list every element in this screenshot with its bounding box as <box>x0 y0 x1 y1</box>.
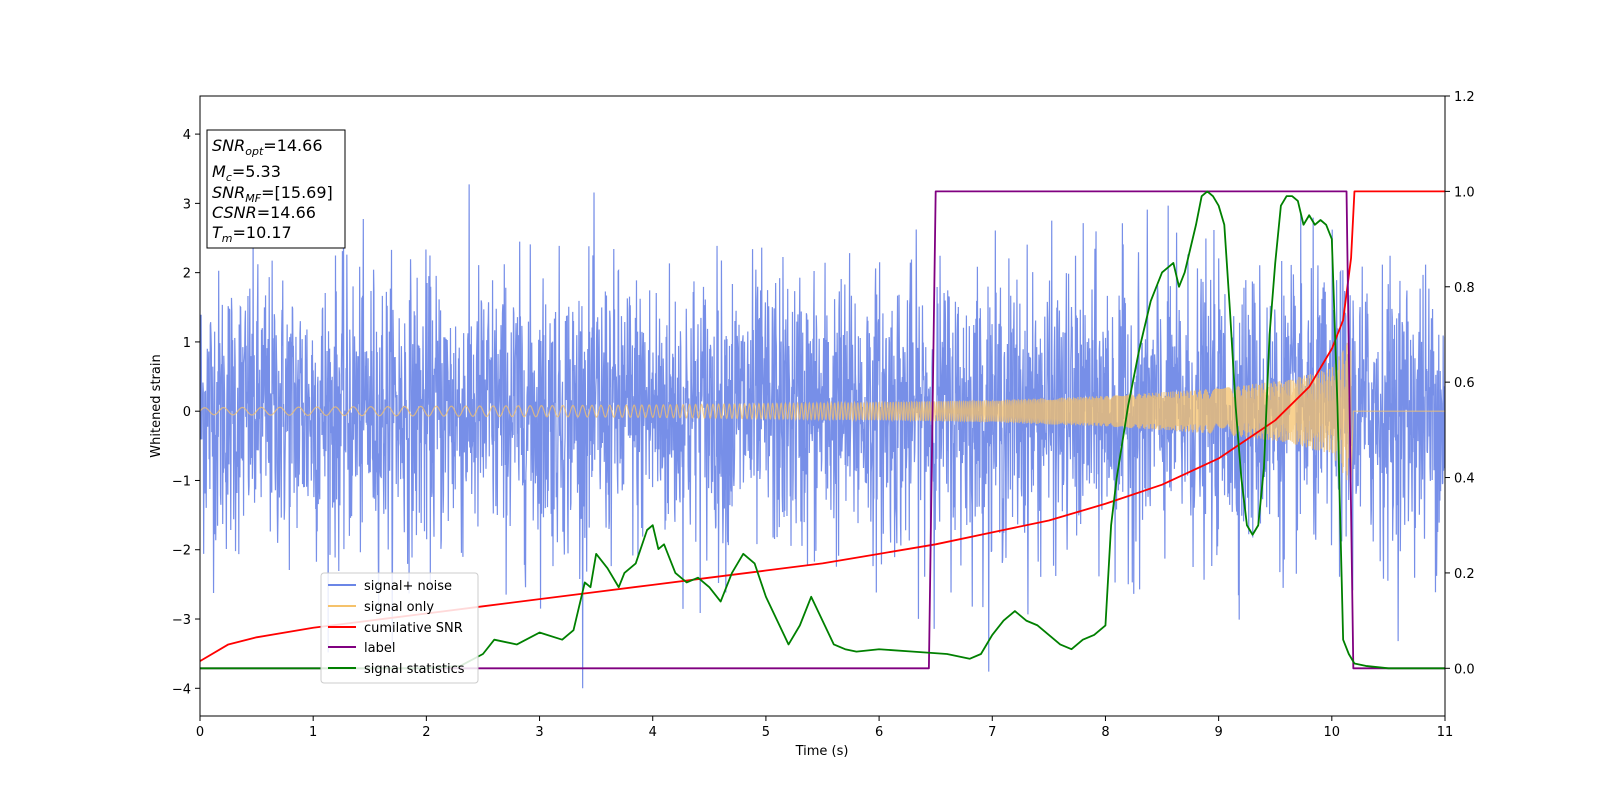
info-tm: Tm=10.17 <box>212 223 292 245</box>
legend-label-label: label <box>364 641 395 656</box>
y-left-tick-label: 4 <box>183 128 191 143</box>
x-tick-label: 3 <box>535 725 543 740</box>
x-tick-label: 8 <box>1101 725 1109 740</box>
y-right-tick-label: 1.2 <box>1454 90 1475 105</box>
y-right-tick-label: 0.0 <box>1454 662 1475 677</box>
plot-frame <box>199 95 1446 717</box>
legend-label-signal-noise: signal+ noise <box>364 579 452 594</box>
y-axis-title: Whitened strain <box>149 354 164 457</box>
y-left-tick-label: −1 <box>172 474 191 489</box>
series-label-line <box>200 190 1445 670</box>
info-box: SNRopt=14.66 Mc=5.33 SNRMF=[15.69] CSNR=… <box>206 129 346 249</box>
info-box-frame <box>206 129 346 249</box>
y-right-tick-label: 0.6 <box>1454 376 1475 391</box>
x-tick-label: 1 <box>309 725 317 740</box>
legend: signal+ noise signal only cumilative SNR… <box>320 572 479 684</box>
legend-frame <box>320 572 479 684</box>
y-axis-right: 0.0 0.2 0.4 0.6 0.8 1.0 1.2 <box>1445 90 1475 677</box>
x-tick-label: 11 <box>1437 725 1454 740</box>
y-right-tick-label: 1.0 <box>1454 185 1475 200</box>
series-signal-only-line <box>200 342 1445 481</box>
x-tick-label: 4 <box>649 725 657 740</box>
y-left-tick-label: −2 <box>172 544 191 559</box>
x-tick-label: 6 <box>875 725 883 740</box>
x-axis: 0 1 2 3 4 5 6 7 8 9 10 11 <box>196 716 1453 740</box>
legend-label-signal-only: signal only <box>364 600 434 615</box>
y-right-tick-label: 0.8 <box>1454 281 1475 296</box>
y-left-tick-label: 1 <box>183 336 191 351</box>
y-left-tick-label: 3 <box>183 197 191 212</box>
y-axis-left: −4 −3 −2 −1 0 1 2 3 4 <box>172 128 200 697</box>
x-tick-label: 2 <box>422 725 430 740</box>
y-left-tick-label: −3 <box>172 613 191 628</box>
x-tick-label: 10 <box>1324 725 1341 740</box>
x-tick-label: 9 <box>1214 725 1222 740</box>
legend-label-signal-statistics: signal statistics <box>364 662 465 677</box>
legend-label-cumulative-snr: cumilative SNR <box>364 621 463 636</box>
info-csnr: CSNR=14.66 <box>212 203 316 222</box>
info-snr-opt: SNRopt=14.66 <box>212 136 323 158</box>
info-mc: Mc=5.33 <box>212 162 281 184</box>
x-axis-title: Time (s) <box>795 744 849 759</box>
series-signal-statistics-line <box>200 190 1445 670</box>
y-left-tick-label: 0 <box>183 405 191 420</box>
y-left-tick-label: −4 <box>172 682 191 697</box>
y-left-tick-label: 2 <box>183 267 191 282</box>
info-snr-mf: SNRMF=[15.69] <box>212 183 333 205</box>
y-right-tick-label: 0.2 <box>1454 567 1475 582</box>
series-signal-noise-line <box>200 184 1445 689</box>
x-tick-label: 0 <box>196 725 204 740</box>
y-right-tick-label: 0.4 <box>1454 472 1475 487</box>
x-tick-label: 5 <box>762 725 770 740</box>
x-tick-label: 7 <box>988 725 996 740</box>
